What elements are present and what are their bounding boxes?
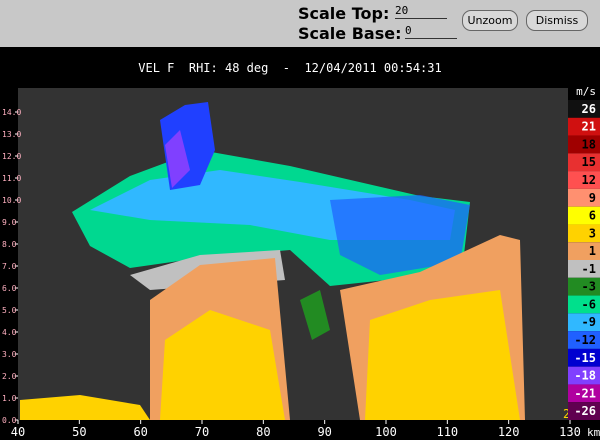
legend-label: -1 (582, 262, 596, 276)
x-tick-label: 100 (375, 425, 397, 439)
legend-label: 26 (582, 102, 596, 116)
x-tick-label: 130 (559, 425, 581, 439)
y-tick-label: 2.0 (2, 372, 17, 381)
y-tick-label: 3.0 (2, 350, 17, 359)
legend-swatch (568, 384, 600, 403)
y-tick-label: 12.0 (2, 152, 21, 161)
corner-label: 2 (563, 407, 570, 421)
x-tick-label: 90 (317, 425, 331, 439)
legend-label: 15 (582, 155, 596, 169)
y-tick-label: 0.0 (2, 416, 17, 425)
x-tick-label: 50 (72, 425, 86, 439)
legend-label: -18 (574, 369, 596, 383)
legend-label: -21 (574, 386, 596, 400)
echo (300, 290, 330, 340)
y-tick-label: 8.0 (2, 240, 17, 249)
y-tick-label: 13.0 (2, 130, 21, 139)
y-tick-label: 11.0 (2, 174, 21, 183)
echo (160, 310, 285, 420)
legend-swatch (568, 206, 600, 225)
legend-swatch (568, 277, 600, 296)
legend-swatch (568, 295, 600, 314)
display: VEL F RHI: 48 deg - 12/04/2011 00:54:31 … (2, 61, 600, 439)
scale-base-label: Scale Base: (298, 24, 402, 43)
legend-label: -3 (582, 280, 596, 294)
legend-swatch (568, 402, 600, 420)
scale-top-input[interactable]: 20 (395, 4, 447, 19)
x-tick-label: 80 (256, 425, 270, 439)
legend-unit: m/s (576, 85, 596, 98)
x-tick-label: 120 (498, 425, 520, 439)
legend-label: 6 (589, 209, 596, 223)
y-tick-label: 6.0 (2, 284, 17, 293)
legend-swatch (568, 117, 600, 136)
legend-label: -26 (574, 404, 596, 418)
legend-swatch (568, 100, 600, 118)
y-tick-label: 10.0 (2, 196, 21, 205)
legend-swatch (568, 331, 600, 349)
legend-label: -12 (574, 333, 596, 347)
legend-label: 21 (582, 120, 596, 134)
legend-swatch (568, 188, 600, 207)
legend-label: 12 (582, 173, 596, 187)
x-tick-label: 40 (11, 425, 25, 439)
legend-swatch (568, 224, 600, 243)
legend-swatch (568, 348, 600, 367)
legend-label: 1 (589, 244, 596, 258)
y-tick-label: 4.0 (2, 328, 17, 337)
legend-swatch (568, 171, 600, 189)
y-tick-label: 7.0 (2, 262, 17, 271)
legend-swatch (568, 313, 600, 332)
echo (365, 290, 520, 420)
y-tick-label: 5.0 (2, 306, 17, 315)
legend-label: 18 (582, 137, 596, 151)
legend-label: -9 (582, 315, 596, 329)
legend-swatch (568, 242, 600, 260)
echo (330, 195, 470, 275)
echo (165, 130, 190, 188)
unzoom-button[interactable]: Unzoom (462, 10, 518, 31)
x-tick-label: 60 (133, 425, 147, 439)
legend-label: 3 (589, 226, 596, 240)
y-tick-label: 9.0 (2, 218, 17, 227)
legend-swatch (568, 260, 600, 278)
x-unit: km (587, 426, 600, 439)
display-title: VEL F RHI: 48 deg - 12/04/2011 00:54:31 (138, 61, 441, 75)
x-tick-label: 110 (436, 425, 458, 439)
legend-label: 9 (589, 191, 596, 205)
legend-label: -6 (582, 297, 596, 311)
echoes (20, 102, 525, 420)
legend-swatch (568, 153, 600, 172)
toolbar: Scale Top: 20 Scale Base: 0 Unzoom Dismi… (0, 0, 600, 47)
scale-top-label: Scale Top: (298, 4, 390, 23)
echo (20, 395, 150, 420)
y-tick-label: 14.0 (2, 108, 21, 117)
axes: 40 50 60 70 80 90 100 110 120 130 km 0.0 1.0 2.0 3.0 4.… (2, 85, 600, 439)
legend-swatch (568, 366, 600, 385)
y-tick-label: 1.0 (2, 394, 17, 403)
legend-label: -15 (574, 351, 596, 365)
legend-swatch (568, 135, 600, 154)
scale-base-input[interactable]: 0 (405, 24, 457, 39)
x-tick-label: 70 (195, 425, 209, 439)
dismiss-button[interactable]: Dismiss (526, 10, 588, 31)
